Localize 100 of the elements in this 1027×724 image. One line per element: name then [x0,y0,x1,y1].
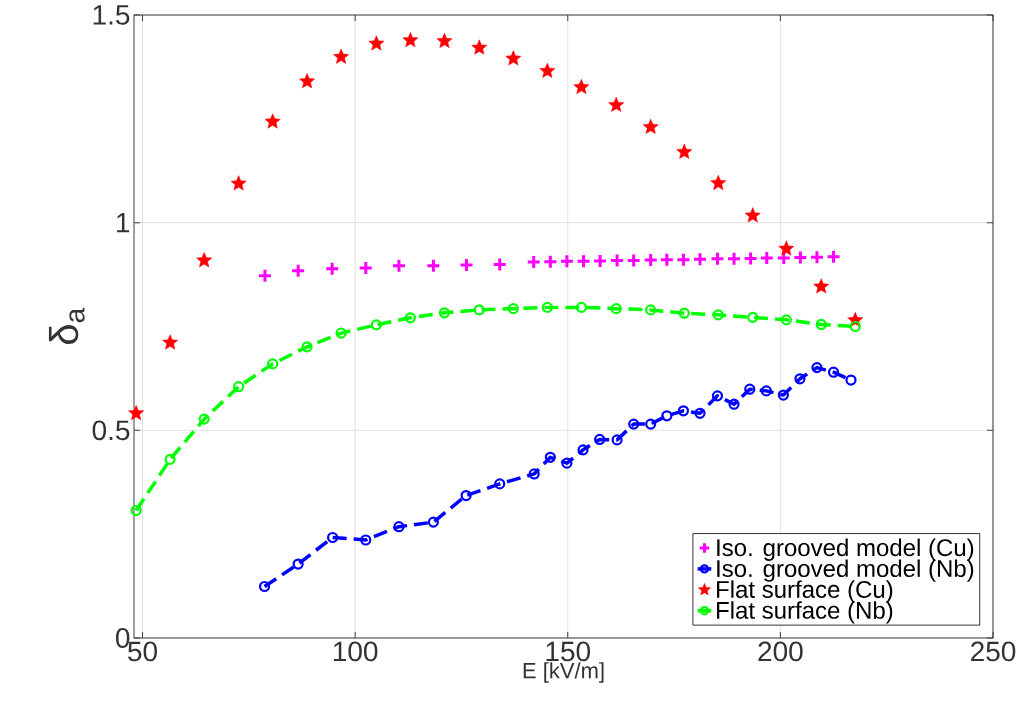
point [643,252,659,268]
point [264,113,281,129]
point [539,62,556,78]
x-tick-label: 50 [128,641,157,662]
y-tick-label: 1 [117,213,130,233]
point [780,314,792,326]
point [849,320,861,333]
point [645,418,657,430]
point [494,478,506,490]
point [659,252,675,268]
point [438,307,451,319]
point [391,258,407,274]
point [460,489,472,502]
point [594,433,606,446]
point [813,278,830,294]
point [559,253,575,269]
point [425,258,441,274]
point [675,252,691,268]
point [128,405,144,421]
point [358,260,374,276]
x-tick-label: 250 [971,641,1016,662]
legend-label: Flat surface (Nb) [717,601,893,624]
point [404,312,417,324]
point [233,381,245,393]
point [292,558,304,570]
point [505,50,522,66]
point [299,73,315,89]
point [744,383,756,395]
point [610,303,622,315]
point [541,301,553,313]
point [492,257,508,273]
point [712,309,724,321]
point [301,341,313,353]
point [827,366,840,378]
point [743,250,759,266]
point [573,79,590,94]
point [459,257,475,273]
point [710,174,727,190]
point [402,32,419,48]
point [759,250,775,266]
point [575,301,587,313]
point [728,398,740,410]
point [162,334,179,350]
x-tick-label: 150 [546,641,591,662]
point [561,457,573,469]
point [711,390,724,402]
point [542,254,558,270]
point [427,516,439,528]
y-tick-label: 0 [116,628,130,648]
point [196,252,213,268]
point [778,240,795,256]
point [327,531,339,544]
point [544,451,556,463]
point [471,39,488,55]
point [592,253,608,269]
point [826,249,842,265]
point [694,407,706,419]
point [611,434,623,446]
point [267,358,279,370]
y-tick-label: 1.5 [93,5,130,25]
point [626,252,642,268]
point [726,251,742,267]
point [473,304,485,316]
point [526,254,542,270]
point [368,35,385,51]
point [164,453,176,466]
x-tick-label: 200 [758,641,803,662]
point [577,444,589,456]
x-tick-label: 100 [333,641,378,662]
y-tick-label: 0.5 [92,420,130,441]
point [436,32,453,48]
point [811,362,823,374]
point [130,504,142,517]
point [393,521,405,533]
point [257,268,273,284]
point [645,304,657,316]
point [678,307,690,319]
point [575,253,591,269]
point [198,413,210,425]
point [747,311,759,323]
point [642,118,659,134]
point [230,175,247,191]
point [760,385,772,397]
point [360,534,372,546]
point [792,250,808,266]
point [608,96,625,112]
point [290,263,306,279]
point [661,410,673,422]
point [676,143,693,159]
point [528,468,540,480]
point [709,251,725,267]
point [794,373,806,385]
point [744,207,761,223]
y-axis-title: δ$_{a}$ [48,307,85,344]
point [333,48,349,64]
point [692,251,708,267]
point [507,303,519,315]
point [335,327,347,339]
point [628,418,640,430]
point [609,252,625,268]
